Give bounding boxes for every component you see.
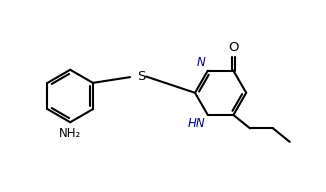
Text: S: S <box>137 70 146 83</box>
Text: HN: HN <box>188 117 205 130</box>
Text: NH₂: NH₂ <box>59 127 81 140</box>
Text: O: O <box>228 41 239 54</box>
Text: N: N <box>197 56 206 69</box>
